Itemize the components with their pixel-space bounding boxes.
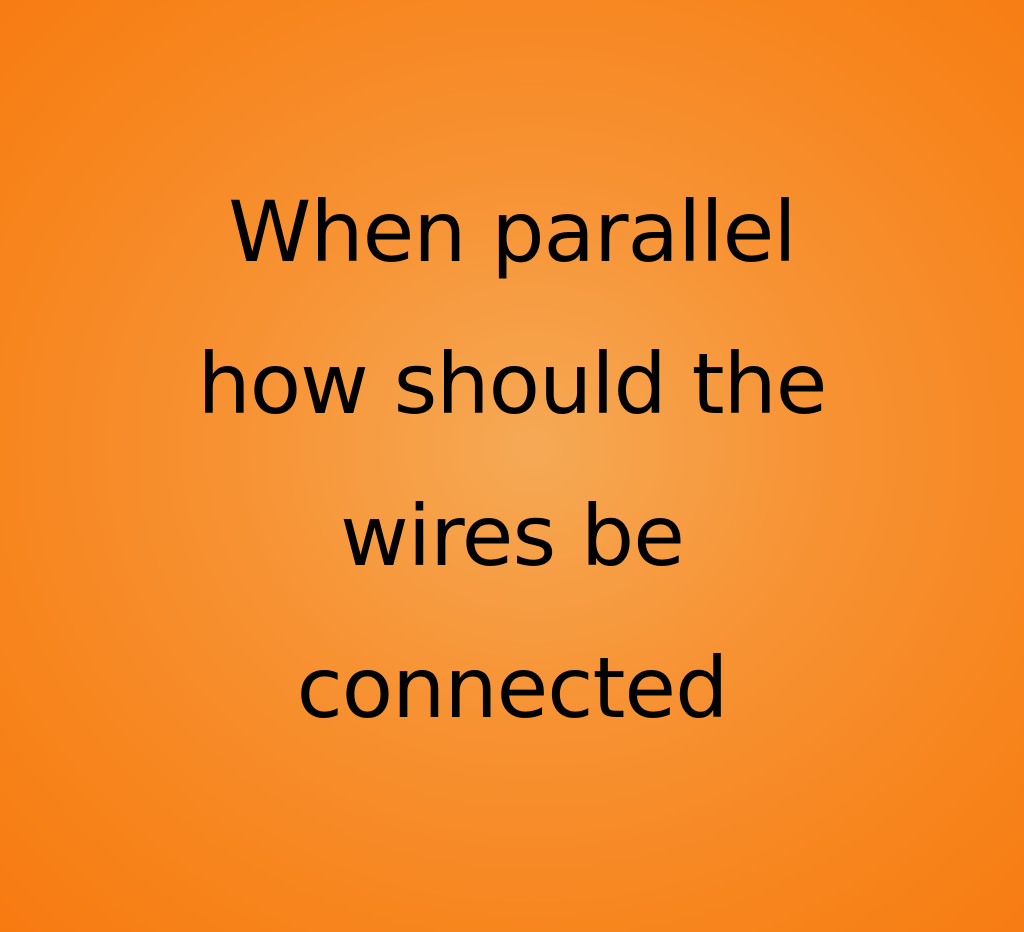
- headline: When parallel how should the wires be co…: [82, 156, 942, 764]
- headline-line-4: connected: [296, 639, 729, 737]
- headline-line-2: how should the: [197, 335, 828, 433]
- headline-line-1: When parallel: [228, 183, 796, 281]
- headline-line-3: wires be: [340, 487, 685, 585]
